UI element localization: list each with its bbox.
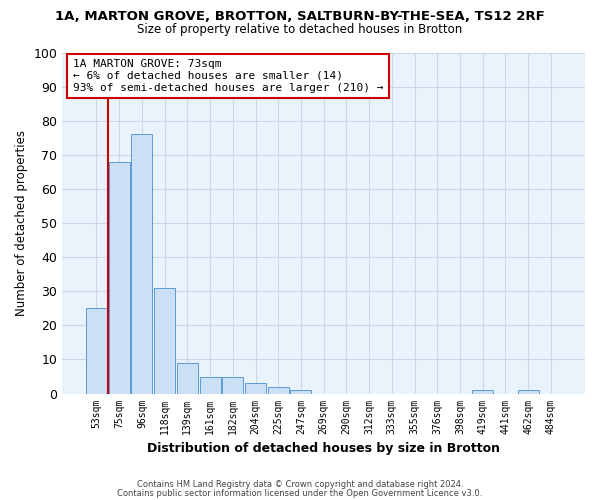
Bar	[177, 363, 198, 394]
Y-axis label: Number of detached properties: Number of detached properties	[15, 130, 28, 316]
Bar	[245, 384, 266, 394]
Bar	[518, 390, 539, 394]
X-axis label: Distribution of detached houses by size in Brotton: Distribution of detached houses by size …	[147, 442, 500, 455]
Text: Size of property relative to detached houses in Brotton: Size of property relative to detached ho…	[137, 22, 463, 36]
Bar	[109, 162, 130, 394]
Text: Contains public sector information licensed under the Open Government Licence v3: Contains public sector information licen…	[118, 488, 482, 498]
Text: 1A, MARTON GROVE, BROTTON, SALTBURN-BY-THE-SEA, TS12 2RF: 1A, MARTON GROVE, BROTTON, SALTBURN-BY-T…	[55, 10, 545, 23]
Bar	[290, 390, 311, 394]
Bar	[223, 376, 243, 394]
Text: Contains HM Land Registry data © Crown copyright and database right 2024.: Contains HM Land Registry data © Crown c…	[137, 480, 463, 489]
Bar	[154, 288, 175, 394]
Bar	[131, 134, 152, 394]
Bar	[86, 308, 107, 394]
Bar	[472, 390, 493, 394]
Bar	[200, 376, 221, 394]
Text: 1A MARTON GROVE: 73sqm
← 6% of detached houses are smaller (14)
93% of semi-deta: 1A MARTON GROVE: 73sqm ← 6% of detached …	[73, 60, 383, 92]
Bar	[268, 386, 289, 394]
